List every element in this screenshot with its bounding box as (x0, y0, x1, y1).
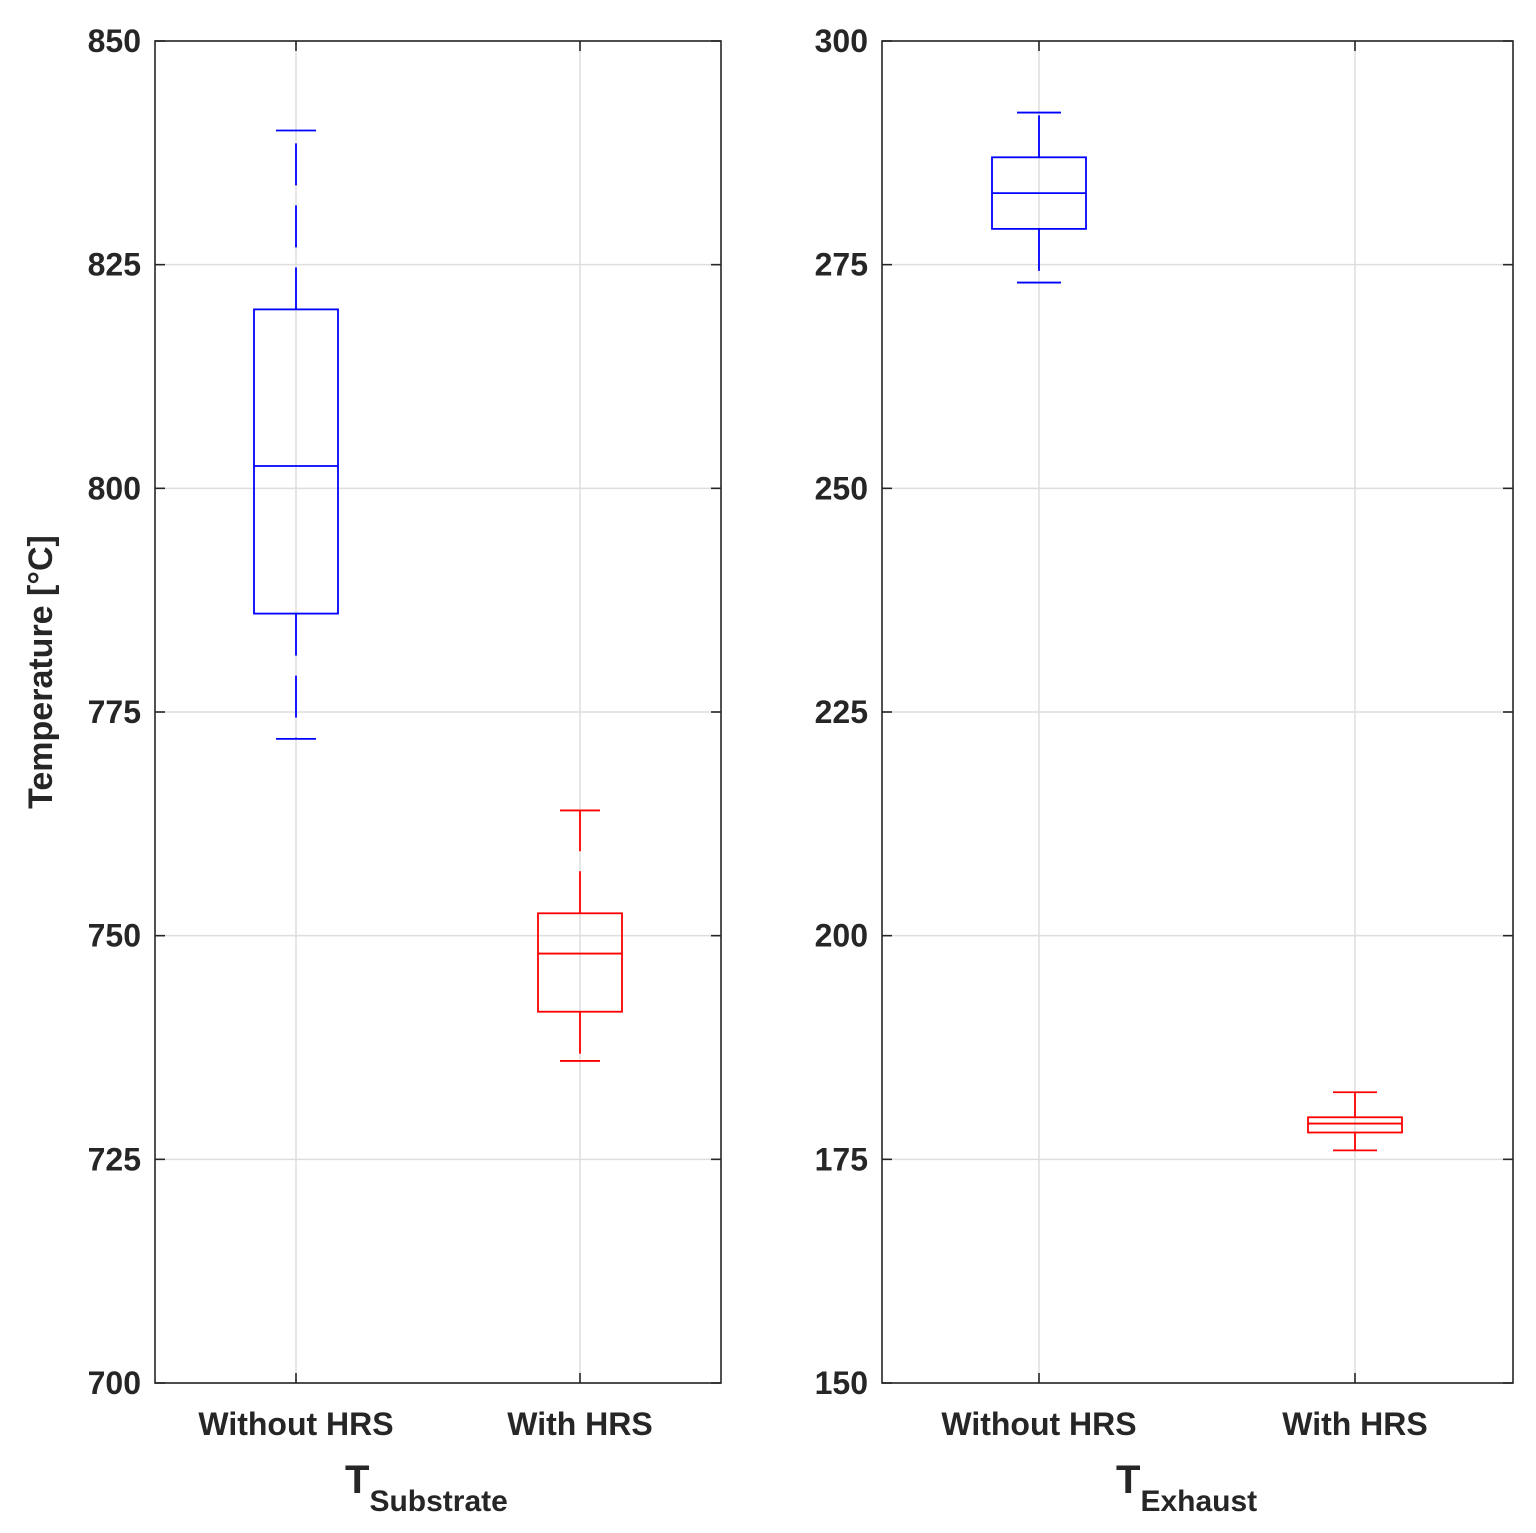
y-tick-label: 275 (815, 247, 868, 283)
x-tick-label-part: With (1282, 1406, 1360, 1442)
y-tick-label: 725 (88, 1141, 141, 1177)
y-tick-label: 750 (88, 918, 141, 954)
iqr-box (1307, 1116, 1403, 1134)
box-1 (991, 111, 1087, 284)
x-tick-label-part: HRS (1069, 1406, 1137, 1442)
x-tick-label-part: HRS (1360, 1406, 1428, 1442)
y-tick-label: 850 (88, 23, 141, 59)
x-axis-label-subscript: Exhaust (1140, 1485, 1257, 1518)
x-axis-label: TSubstrate (345, 1458, 508, 1518)
y-axis-label: Temperature [°C] (22, 535, 60, 809)
x-axis-label: TExhaust (1116, 1458, 1257, 1518)
y-tick-label: 775 (88, 694, 141, 730)
y-tick-label: 150 (815, 1365, 868, 1401)
box-2 (1307, 1091, 1403, 1152)
x-tick-label: With HRS (507, 1406, 652, 1442)
x-tick-label-part: HRS (585, 1406, 653, 1442)
y-tick-label: 225 (815, 694, 868, 730)
x-tick-label-part: HRS (326, 1406, 394, 1442)
box-1 (253, 129, 339, 740)
x-tick-label-part: Without (941, 1406, 1069, 1442)
iqr-box (537, 912, 623, 1013)
box-2 (537, 809, 623, 1062)
x-tick-label: Without HRS (941, 1406, 1136, 1442)
y-tick-label: 700 (88, 1365, 141, 1401)
y-tick-label: 200 (815, 918, 868, 954)
x-tick-label-part: Without (198, 1406, 326, 1442)
x-axis-label-subscript: Substrate (369, 1485, 507, 1518)
x-axis-label-main: T (1116, 1458, 1140, 1502)
x-tick-label: Without HRS (198, 1406, 393, 1442)
y-tick-label: 825 (88, 247, 141, 283)
y-tick-label: 800 (88, 470, 141, 506)
y-tick-label: 175 (815, 1141, 868, 1177)
iqr-box (253, 308, 339, 615)
x-tick-label-part: With (507, 1406, 585, 1442)
y-tick-label: 250 (815, 470, 868, 506)
y-tick-label: 300 (815, 23, 868, 59)
x-axis-label-main: T (345, 1458, 369, 1502)
x-tick-label: With HRS (1282, 1406, 1427, 1442)
